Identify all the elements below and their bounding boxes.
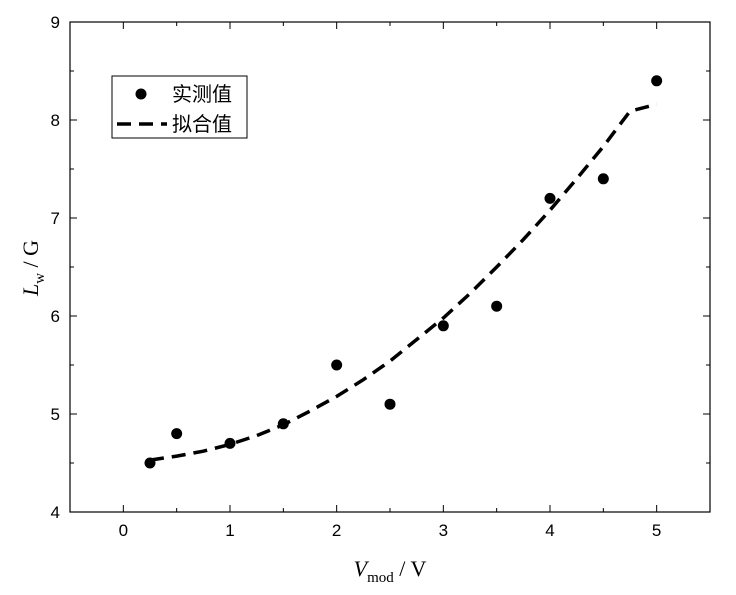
data-point — [277, 418, 289, 430]
data-point — [384, 398, 396, 410]
y-tick-label: 5 — [51, 405, 60, 424]
data-point — [144, 457, 156, 469]
data-point — [491, 300, 503, 312]
data-point — [224, 437, 236, 449]
y-tick-label: 6 — [51, 307, 60, 326]
data-point — [331, 359, 343, 371]
data-point — [651, 75, 663, 87]
x-axis-title-main: V — [354, 556, 370, 581]
y-axis-title-main: L — [18, 284, 43, 297]
fit-curve — [149, 102, 658, 462]
legend-marker-measured — [135, 88, 147, 100]
x-tick-label: 1 — [225, 521, 234, 540]
legend-label-measured: 实测值 — [172, 82, 232, 106]
x-axis-title-unit: / V — [394, 556, 427, 581]
x-tick-label: 5 — [652, 521, 661, 540]
y-axis-title-sub: w — [32, 273, 48, 284]
tick-labels: 0 1 2 3 4 5 4 5 6 7 8 9 — [51, 13, 662, 540]
x-tick-label: 0 — [119, 521, 128, 540]
x-axis-title: Vmod / V — [354, 556, 427, 586]
y-axis-title-unit: / G — [18, 240, 43, 273]
y-tick-label: 4 — [51, 503, 60, 522]
x-tick-label: 3 — [439, 521, 448, 540]
data-point — [544, 192, 556, 204]
data-point — [171, 428, 183, 440]
x-tick-label: 2 — [332, 521, 341, 540]
x-tick-label: 4 — [545, 521, 554, 540]
fit-series-layer — [149, 102, 658, 462]
data-point — [437, 320, 449, 332]
legend-box — [111, 75, 248, 139]
data-point — [597, 173, 609, 185]
y-tick-label: 7 — [51, 209, 60, 228]
legend-label-fit: 拟合值 — [172, 112, 232, 136]
measured-series-layer — [144, 75, 663, 469]
y-tick-label: 9 — [51, 13, 60, 32]
y-tick-label: 8 — [51, 111, 60, 130]
y-axis-title: Lw / G — [18, 240, 48, 297]
legend: 实测值 拟合值 — [111, 75, 248, 139]
axis-ticks — [69, 21, 710, 513]
x-axis-title-sub: mod — [367, 570, 394, 586]
